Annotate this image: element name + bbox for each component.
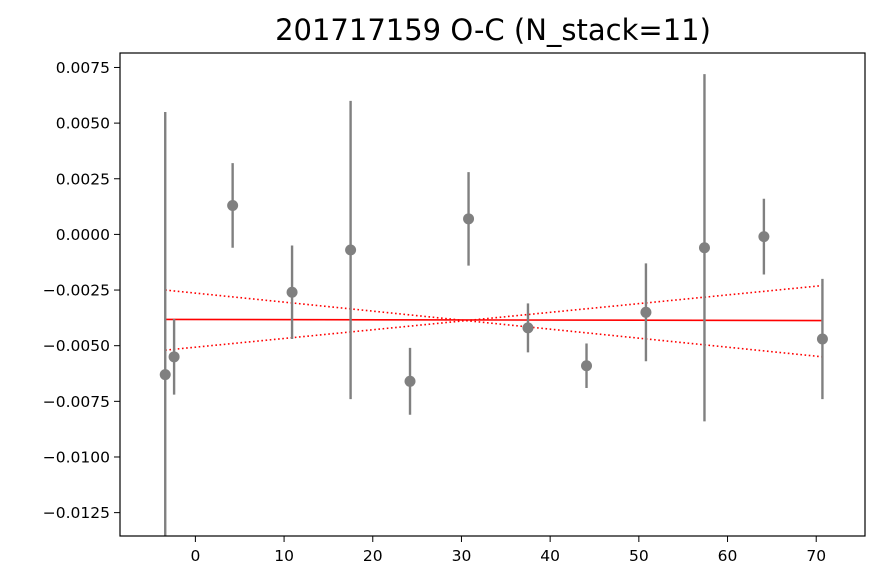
plot-frame <box>119 52 866 537</box>
x-tick-label: 50 <box>629 547 649 565</box>
data-point <box>581 360 593 372</box>
errorbar-series <box>159 74 828 536</box>
y-tick-label: 0.0000 <box>56 226 110 244</box>
x-tick-label: 70 <box>806 547 826 565</box>
x-tick-label: 0 <box>190 547 200 565</box>
data-point <box>168 351 180 363</box>
data-point <box>227 199 239 211</box>
fit-bound-line <box>165 289 823 358</box>
x-tick-label: 20 <box>363 547 383 565</box>
x-tick-label: 60 <box>718 547 738 565</box>
y-tick-label: 0.0025 <box>56 170 110 188</box>
y-tick-label: −0.0125 <box>43 504 110 522</box>
y-tick-label: −0.0075 <box>43 393 110 411</box>
data-point <box>522 322 534 334</box>
y-tick-label: −0.0025 <box>43 282 110 300</box>
y-tick-label: 0.0075 <box>56 59 110 77</box>
fit-lines <box>165 284 823 358</box>
data-point <box>286 286 298 298</box>
x-tick-label: 10 <box>274 547 294 565</box>
x-tick-label: 40 <box>540 547 560 565</box>
x-tick-label: 30 <box>452 547 472 565</box>
x-axis: 0 10 20 30 40 50 60 70 <box>190 536 826 565</box>
plot-background <box>120 53 865 536</box>
plot-area <box>119 52 866 537</box>
data-point <box>758 231 770 243</box>
data-point <box>463 213 475 225</box>
fit-bound-line <box>165 284 823 351</box>
data-point <box>159 369 171 381</box>
data-point <box>698 242 710 254</box>
data-point <box>816 333 828 345</box>
y-tick-label: 0.0050 <box>56 115 110 133</box>
y-tick-label: −0.0100 <box>43 448 110 466</box>
chart-title: 201717159 O-C (N_stack=11) <box>275 13 711 47</box>
fit-line <box>165 318 823 322</box>
y-tick-label: −0.0050 <box>43 337 110 355</box>
y-axis: 0.0075 0.0050 0.0025 0.0000 −0.0025 −0.0050 −0… <box>43 59 120 522</box>
data-point <box>404 375 416 387</box>
data-point <box>345 244 357 256</box>
data-point <box>640 306 652 318</box>
